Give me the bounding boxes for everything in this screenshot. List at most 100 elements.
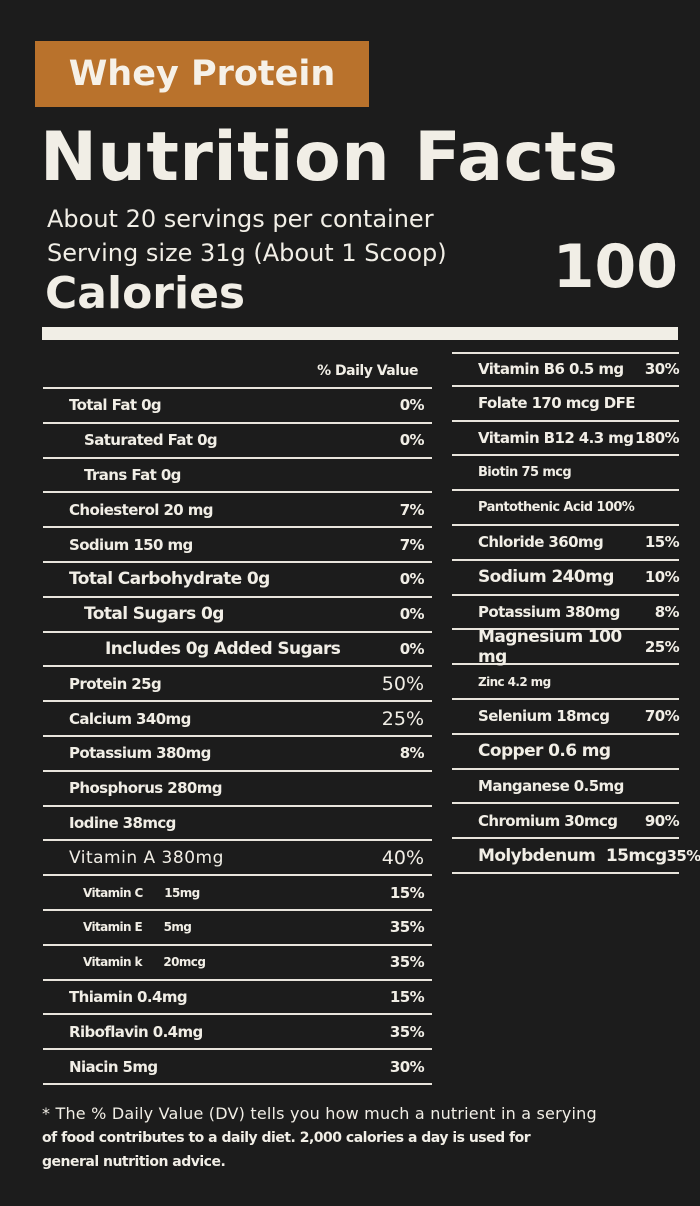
nutrient-row: Chloride 360mg 15% xyxy=(452,526,680,561)
footnote: * The % Daily Value (DV) tells you how m… xyxy=(42,1102,682,1174)
nutrient-row: Choiesterol 20 mg 7% xyxy=(43,493,432,529)
nutrient-row: Sodium 150 mg 7% xyxy=(43,528,432,563)
nutrient-name: Molybdenum 15mcg xyxy=(478,845,667,866)
nutrient-row: Magnesium 100 mg 25% xyxy=(452,626,680,667)
nutrient-dv: 25% xyxy=(644,637,680,656)
nutrient-dv: 35% xyxy=(389,918,425,937)
nutrient-row: Riboflavin 0.4mg 35% xyxy=(43,1015,432,1051)
nutrient-row: Phosphorus 280mg xyxy=(43,772,432,807)
page-title: Nutrition Facts xyxy=(40,118,619,197)
nutrient-name: Magnesium 100 mg xyxy=(478,626,622,667)
nutrient-row: Vitamin B12 4.3 mg 180% xyxy=(452,422,680,457)
nutrient-row: Total Sugars 0g 0% xyxy=(43,598,432,633)
nutrient-dv: 15% xyxy=(644,533,680,552)
nutrient-name: Total Fat 0g xyxy=(69,396,162,415)
nutrient-row: Selenium 18mcg 70% xyxy=(452,700,680,735)
nutrient-dv: 7% xyxy=(399,500,425,519)
nutrient-name: Choiesterol 20 mg xyxy=(69,500,214,519)
nutrient-name: Vitamin k 20mcg xyxy=(83,955,206,970)
nutrient-dv: 25% xyxy=(381,707,424,730)
nutrient-dv: 30% xyxy=(389,1057,425,1076)
servings-per-container: About 20 servings per container xyxy=(47,205,434,233)
nutrient-name: Calcium 340mg xyxy=(69,709,191,728)
nutrient-row: Pantothenic Acid 100% xyxy=(452,491,679,526)
nutrient-name: Chloride 360mg xyxy=(478,533,604,552)
nutrient-row: Chromium 30mcg 90% xyxy=(452,804,680,840)
nutrient-dv: 0% xyxy=(399,396,425,415)
nutrient-name: Niacin 5mg xyxy=(69,1057,158,1076)
nutrient-name: Protein 25g xyxy=(69,674,162,693)
nutrient-name: Selenium 18mcg xyxy=(478,707,610,726)
nutrient-name: Sodium 240mg xyxy=(478,567,614,588)
nutrient-dv: 8% xyxy=(654,602,680,621)
nutrient-row: Includes 0g Added Sugars 0% xyxy=(43,633,432,668)
nutrient-name: Thiamin 0.4mg xyxy=(69,987,188,1006)
nutrient-dv: 0% xyxy=(399,431,425,450)
nutrient-row: Total Carbohydrate 0g 0% xyxy=(43,563,432,598)
nutrient-dv: 35% xyxy=(666,846,700,865)
daily-value-header: % Daily Value xyxy=(43,355,432,389)
nutrient-row: Sodium 240mg 10% xyxy=(452,561,680,596)
footnote-line: of food contributes to a daily diet. 2,0… xyxy=(42,1130,531,1146)
nutrient-name: Vitamin E 5mg xyxy=(83,920,192,935)
nutrient-dv: 35% xyxy=(389,953,425,972)
nutrient-row: Vitamin k 20mcg 35% xyxy=(43,946,432,981)
nutrient-dv: 30% xyxy=(644,360,680,379)
thick-divider xyxy=(42,327,678,340)
nutrient-name: Vitamin B12 4.3 mg xyxy=(478,428,634,447)
serving-info: About 20 servings per container Serving … xyxy=(47,202,447,270)
nutrient-name: Sodium 150 mg xyxy=(69,535,193,554)
nutrient-name: Pantothenic Acid 100% xyxy=(478,500,635,516)
nutrient-dv: 35% xyxy=(389,1022,425,1041)
nutrient-row: Vitamin C 15mg 15% xyxy=(43,876,432,911)
nutrient-row: Total Fat 0g 0% xyxy=(43,389,432,424)
nutrient-row: Vitamin B6 0.5 mg 30% xyxy=(452,352,680,387)
nutrient-dv: 15% xyxy=(389,987,425,1006)
nutrient-name: Vitamin A 380mg xyxy=(69,847,224,868)
nutrient-row: Iodine 38mcg xyxy=(43,807,432,842)
nutrient-table-left: % Daily Value Total Fat 0g 0% Saturated … xyxy=(43,355,432,1085)
nutrient-row: Biotin 75 mcg xyxy=(452,456,679,492)
nutrient-name: Copper 0.6 mg xyxy=(478,741,611,762)
nutrient-name: Folate 170 mcg DFE xyxy=(478,394,636,413)
serving-size: Serving size 31g (About 1 Scoop) xyxy=(47,239,447,267)
nutrient-dv: 40% xyxy=(381,846,424,869)
nutrient-row: Thiamin 0.4mg 15% xyxy=(43,981,432,1016)
nutrient-name: Includes 0g Added Sugars xyxy=(105,638,341,659)
nutrient-row: Niacin 5mg 30% xyxy=(43,1050,432,1085)
nutrient-row: Zinc 4.2 mg xyxy=(452,665,679,700)
footnote-line: general nutrition advice. xyxy=(42,1154,226,1170)
nutrient-row: Copper 0.6 mg xyxy=(452,735,679,770)
nutrient-row: Folate 170 mcg DFE xyxy=(452,387,679,422)
nutrient-name: Saturated Fat 0g xyxy=(84,431,218,450)
nutrient-row: Trans Fat 0g xyxy=(43,459,432,494)
nutrient-dv: 0% xyxy=(399,605,425,624)
nutrient-name: Chromium 30mcg xyxy=(478,811,618,830)
nutrient-row: Vitamin A 380mg 40% xyxy=(43,841,432,877)
nutrient-name: Zinc 4.2 mg xyxy=(478,674,551,689)
nutrient-name: Phosphorus 280mg xyxy=(69,779,223,798)
nutrient-name: Vitamin C 15mg xyxy=(83,885,200,900)
nutrient-name: Total Carbohydrate 0g xyxy=(69,569,270,590)
nutrient-row: Protein 25g 50% xyxy=(43,667,432,703)
nutrient-table-right: Vitamin B6 0.5 mg 30% Folate 170 mcg DFE… xyxy=(452,352,700,874)
calories-label: Calories xyxy=(45,268,246,319)
nutrient-dv: 70% xyxy=(644,707,680,726)
nutrient-dv: 180% xyxy=(635,428,680,447)
footnote-line: * The % Daily Value (DV) tells you how m… xyxy=(42,1104,597,1123)
nutrient-dv: 10% xyxy=(644,568,680,587)
nutrient-dv: 15% xyxy=(389,883,425,902)
nutrient-name: Vitamin B6 0.5 mg xyxy=(478,360,624,379)
nutrient-name: Total Sugars 0g xyxy=(84,604,224,625)
product-name-badge: Whey Protein xyxy=(35,41,369,107)
nutrient-name: Biotin 75 mcg xyxy=(478,465,572,481)
nutrient-name: Potassium 380mg xyxy=(478,602,620,621)
nutrient-row: Saturated Fat 0g 0% xyxy=(43,424,432,459)
nutrient-name: Trans Fat 0g xyxy=(84,465,181,484)
nutrient-dv: 0% xyxy=(399,570,425,589)
nutrient-dv: 90% xyxy=(644,811,680,830)
nutrient-name: Riboflavin 0.4mg xyxy=(69,1022,203,1041)
nutrient-row: Calcium 340mg 25% xyxy=(43,702,432,737)
nutrient-name: Potassium 380mg xyxy=(69,744,211,763)
nutrient-row: Potassium 380mg 8% xyxy=(452,596,680,631)
